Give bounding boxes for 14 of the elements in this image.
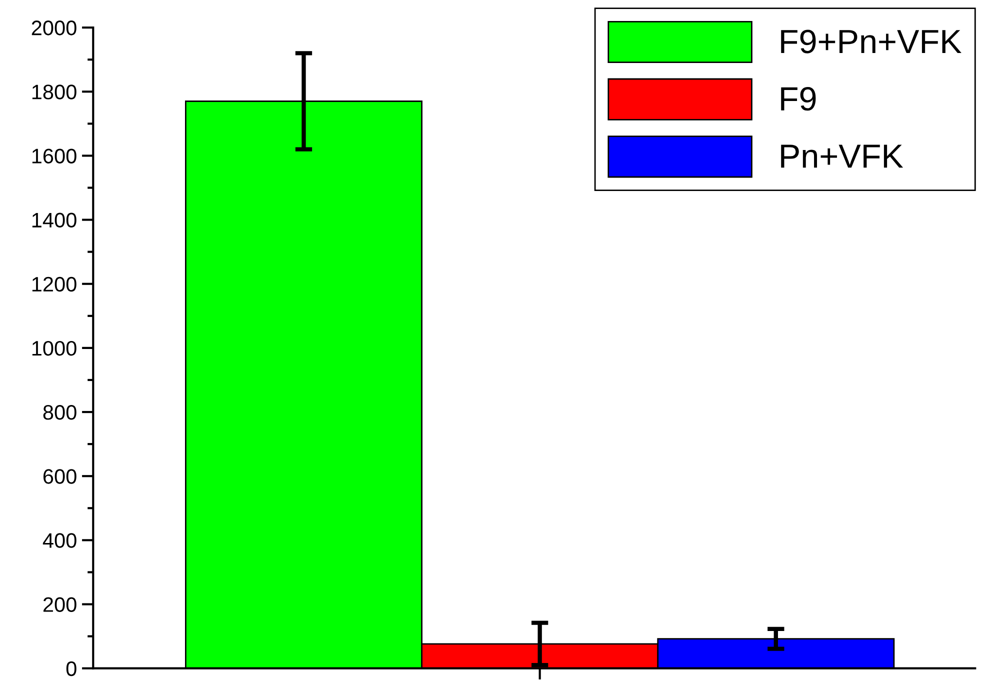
legend-label: Pn+VFK: [781, 144, 904, 168]
legend-label: F9+Pn+VFK: [781, 30, 962, 54]
y-tick-label: 1400: [32, 212, 76, 228]
y-tick-label: 1200: [32, 276, 76, 292]
y-tick-label: 200: [43, 597, 76, 612]
y-tick-label: 2000: [32, 20, 76, 36]
legend-label: F9: [781, 87, 816, 111]
y-tick-label: 1800: [32, 84, 76, 100]
y-tick-label: 800: [43, 405, 76, 420]
y-tick-label: 400: [42, 533, 76, 548]
y-tick-label: 0: [66, 661, 76, 676]
y-tick-label: 1600: [32, 148, 76, 164]
y-tick-label: 600: [43, 469, 76, 484]
y-tick-label: 1000: [32, 340, 76, 356]
